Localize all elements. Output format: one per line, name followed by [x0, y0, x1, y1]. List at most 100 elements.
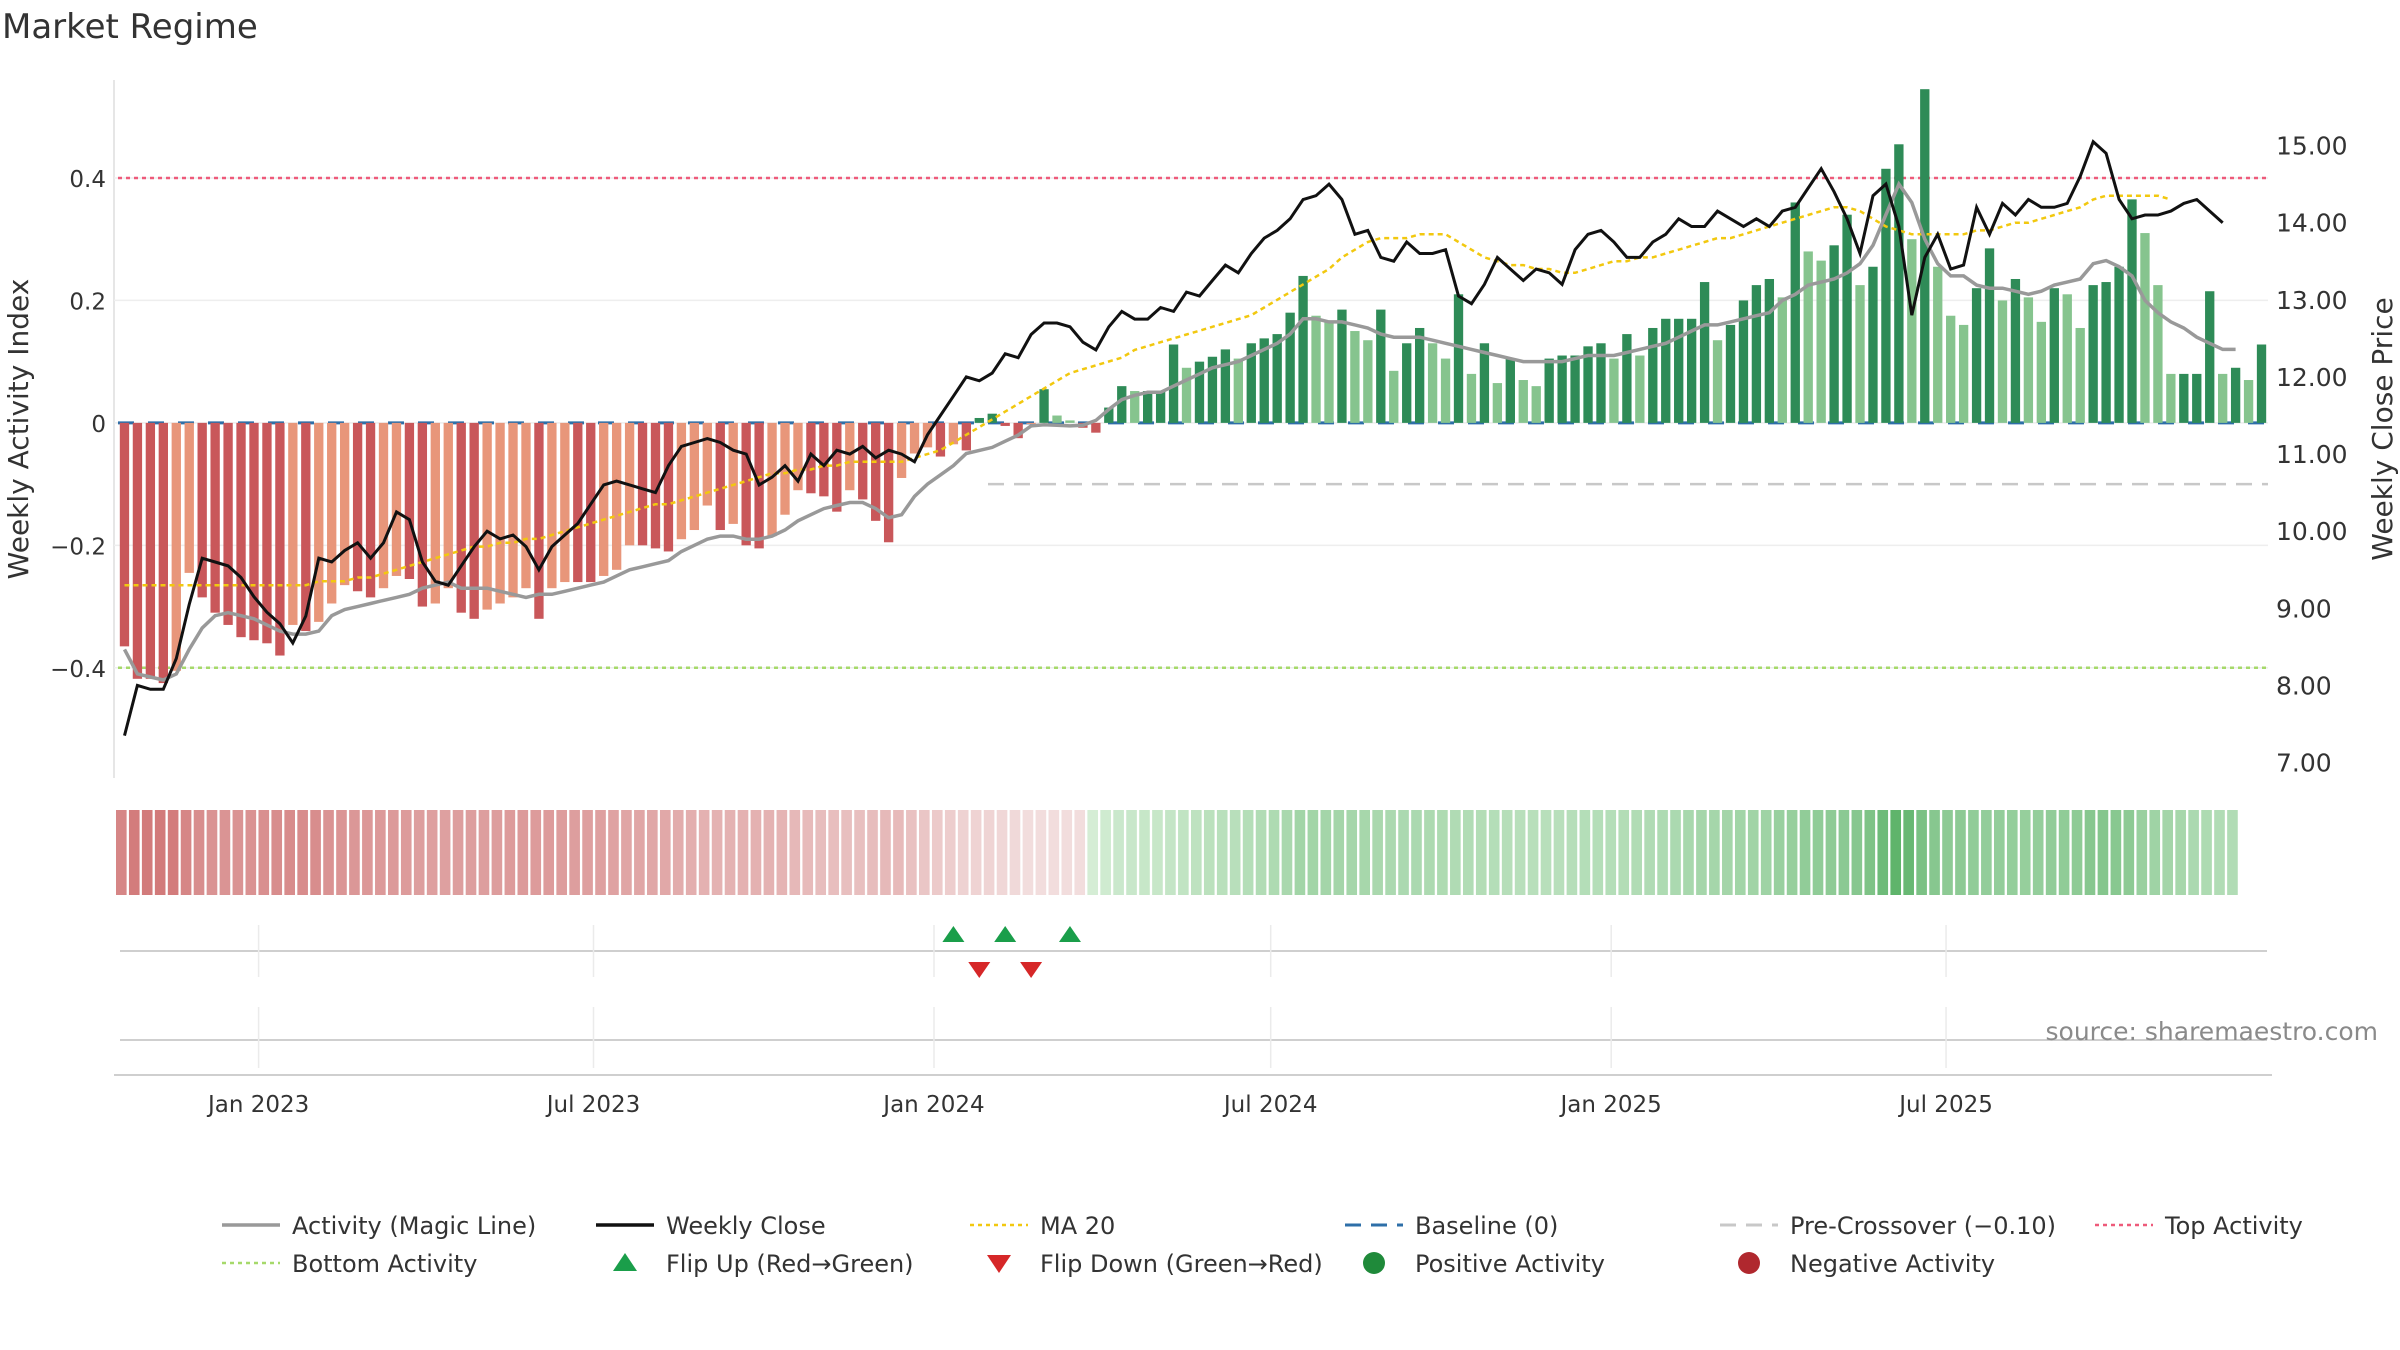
bottom-panel-gridlines	[257, 1007, 1947, 1068]
activity-bar	[1207, 356, 1218, 423]
heat-cell	[776, 810, 788, 895]
heat-cell	[1864, 810, 1876, 895]
activity-bar	[1414, 327, 1425, 423]
activity-bar	[1674, 318, 1684, 423]
series-lines	[122, 139, 2236, 736]
activity-bar	[1764, 278, 1775, 423]
heat-cell	[1488, 810, 1500, 895]
heat-cell	[2032, 810, 2044, 895]
activity-bar	[1104, 407, 1114, 423]
activity-bar	[1194, 361, 1205, 423]
heat-cell	[1981, 810, 1992, 895]
activity-bar	[184, 422, 194, 573]
heat-cell	[1812, 810, 1824, 895]
heat-cell	[1203, 810, 1215, 895]
heat-cell	[1877, 810, 1889, 895]
y-right-axis-label: Weekly Close Price	[2366, 297, 2399, 560]
activity-bar	[650, 422, 661, 549]
legend-item-pos: Positive Activity	[1363, 1250, 1605, 1278]
legend-label: Bottom Activity	[292, 1250, 477, 1278]
heat-cell	[556, 810, 567, 895]
heat-cell	[1165, 810, 1176, 895]
heat-cell	[621, 810, 632, 895]
activity-bar	[780, 422, 790, 515]
activity-bar	[1117, 386, 1127, 423]
activity-bar	[1000, 422, 1010, 426]
heat-cell	[2071, 810, 2083, 895]
activity-bar	[1350, 331, 1360, 423]
regime-heat-strip	[116, 810, 2238, 895]
legend-swatch	[987, 1255, 1011, 1273]
heat-cell	[1566, 810, 1578, 895]
heat-cell	[128, 810, 140, 895]
activity-bar	[508, 422, 518, 598]
y-right-tick-label: 15.00	[2276, 132, 2348, 161]
activity-bar	[1246, 343, 1256, 423]
heat-cell	[737, 810, 749, 895]
heat-cell	[349, 810, 360, 895]
activity-bar	[1997, 300, 2008, 423]
heat-cell	[154, 810, 166, 895]
activity-bar	[352, 422, 363, 592]
heat-cell	[336, 810, 347, 895]
activity-bar	[443, 422, 453, 589]
heat-cell	[1229, 810, 1241, 895]
activity-bar	[2023, 297, 2034, 423]
legend-item-top: Top Activity	[2095, 1212, 2303, 1240]
heat-cell	[996, 810, 1008, 895]
activity-bar	[845, 422, 855, 491]
bottom-panel: source: sharemaestro.com	[114, 1007, 2378, 1076]
y-left-tick-label: −0.2	[50, 534, 106, 560]
activity-bar	[2192, 373, 2202, 423]
heat-cell	[1514, 810, 1526, 895]
activity-bar	[1376, 309, 1386, 423]
heat-cell	[724, 810, 736, 895]
activity-bar	[197, 422, 207, 598]
legend-label: Flip Up (Red→Green)	[666, 1250, 914, 1278]
heat-cell	[1734, 810, 1746, 895]
activity-bar	[275, 422, 285, 656]
activity-bar	[2256, 344, 2267, 423]
heat-cell	[258, 810, 270, 895]
activity-bar	[1609, 358, 1619, 423]
heat-cell	[206, 810, 218, 895]
heat-cell	[1618, 810, 1630, 895]
heat-cell	[1022, 810, 1034, 895]
activity-bar	[288, 422, 298, 625]
x-tick-label: Jul 2023	[545, 1092, 641, 1118]
activity-bar	[456, 422, 466, 613]
heat-cell	[685, 810, 697, 895]
legend-label: Pre-Crossover (−0.10)	[1790, 1212, 2056, 1240]
activity-bar	[1272, 334, 1282, 423]
activity-bar	[2179, 373, 2189, 423]
heat-cell	[1501, 810, 1513, 895]
y-right-tick-label: 13.00	[2276, 286, 2348, 315]
activity-bar	[378, 422, 389, 589]
activity-bar	[262, 422, 272, 644]
legend-item-magic: Activity (Magic Line)	[222, 1212, 536, 1240]
heat-cell	[2110, 810, 2122, 895]
activity-bar	[482, 422, 492, 610]
heat-cell	[2162, 810, 2174, 895]
activity-bar	[534, 422, 544, 619]
heat-cell	[1553, 810, 1565, 895]
activity-bar	[715, 422, 725, 531]
legend-item-neg: Negative Activity	[1738, 1250, 1995, 1278]
activity-bar	[404, 422, 415, 580]
heat-cell	[180, 810, 192, 895]
activity-bar	[1946, 315, 1956, 423]
activity-bar	[521, 422, 531, 589]
heat-cell	[789, 810, 801, 895]
activity-bar	[1427, 343, 1438, 423]
activity-bar	[1389, 370, 1399, 423]
heat-cell	[1696, 810, 1707, 895]
activity-bar	[1039, 389, 1049, 423]
activity-bar	[2243, 380, 2254, 423]
activity-bar	[236, 422, 246, 638]
heat-cell	[1152, 810, 1163, 895]
legend-label: Top Activity	[2164, 1212, 2303, 1240]
x-axis-ticks: Jan 2023 Jul 2023 Jan 2024 Jul 2024 Jan 2025…	[206, 1092, 1993, 1118]
heat-cell	[362, 810, 373, 895]
activity-bar	[1933, 266, 1943, 423]
y-right-tick-label: 9.00	[2276, 594, 2332, 623]
